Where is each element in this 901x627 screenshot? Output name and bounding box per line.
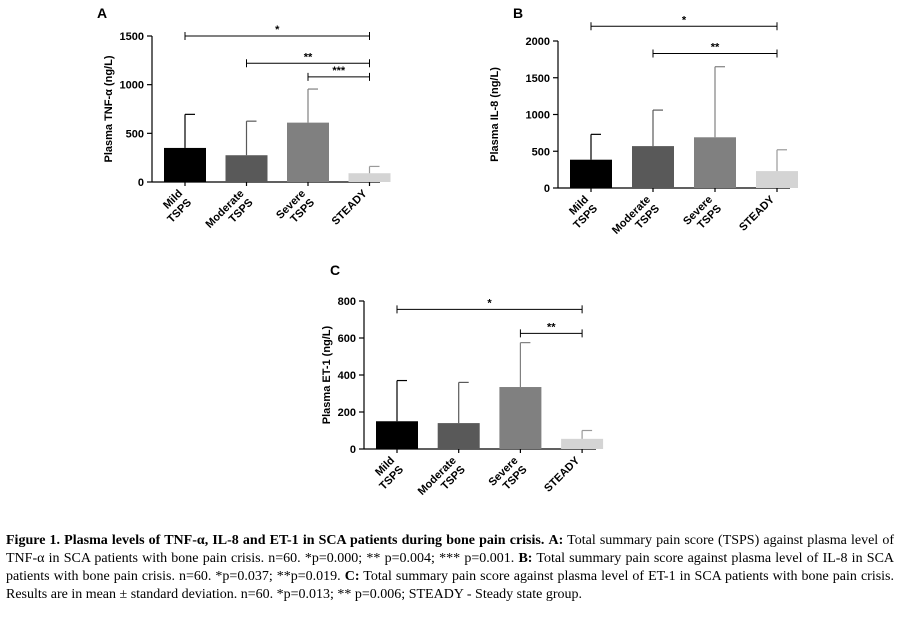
bar bbox=[376, 421, 418, 449]
y-tick-label: 200 bbox=[338, 407, 356, 419]
significance-label: * bbox=[487, 297, 492, 309]
y-axis-label: Plasma IL-8 (ng/L) bbox=[489, 67, 501, 162]
bar bbox=[694, 137, 736, 188]
significance-label: ** bbox=[711, 41, 720, 53]
y-tick-label: 1000 bbox=[526, 110, 550, 122]
y-tick-label: 600 bbox=[338, 333, 356, 345]
caption-b-text: Total summary pain score against plasma … bbox=[6, 551, 895, 584]
significance-label: ** bbox=[547, 321, 556, 333]
y-tick-label: 1500 bbox=[120, 31, 144, 43]
caption-a-label: A: bbox=[548, 533, 564, 548]
bar bbox=[499, 387, 542, 449]
x-tick-label: STEADY bbox=[542, 454, 583, 495]
panel-b-letter: B bbox=[513, 5, 523, 21]
y-tick-label: 0 bbox=[544, 183, 550, 195]
caption-c-label: C: bbox=[344, 569, 360, 584]
y-tick-label: 2000 bbox=[526, 36, 550, 48]
bar bbox=[225, 155, 268, 182]
bar bbox=[287, 122, 329, 182]
bar bbox=[570, 159, 612, 188]
caption-b-label: B: bbox=[518, 551, 533, 566]
y-tick-label: 0 bbox=[350, 444, 356, 456]
significance-label: *** bbox=[332, 65, 346, 77]
y-tick-label: 500 bbox=[126, 128, 144, 140]
bar bbox=[756, 171, 798, 188]
significance-label: ** bbox=[304, 51, 313, 63]
bar bbox=[164, 147, 206, 182]
y-tick-label: 800 bbox=[338, 296, 356, 308]
bar bbox=[348, 173, 391, 182]
y-tick-label: 1500 bbox=[526, 73, 550, 85]
y-tick-label: 1000 bbox=[120, 80, 144, 92]
caption-c-text: Total summary pain score against plasma … bbox=[6, 569, 894, 602]
caption-a-text: Total summary pain score (TSPS) against … bbox=[6, 533, 894, 566]
y-axis-label: Plasma TNF-α (ng/L) bbox=[103, 55, 115, 162]
y-axis-label: Plasma ET-1 (ng/L) bbox=[321, 325, 333, 424]
bar bbox=[561, 438, 604, 449]
bar bbox=[437, 423, 480, 449]
bar bbox=[632, 146, 674, 188]
panel-a-letter: A bbox=[97, 5, 107, 21]
y-tick-label: 0 bbox=[138, 177, 144, 189]
figure-caption: Figure 1. Plasma levels of TNF-α, IL-8 a… bbox=[6, 532, 894, 604]
panel-c-letter: C bbox=[330, 262, 340, 278]
y-tick-label: 500 bbox=[532, 146, 550, 158]
significance-label: * bbox=[275, 24, 280, 36]
significance-label: * bbox=[682, 14, 687, 26]
caption-title: Figure 1. Plasma levels of TNF-α, IL-8 a… bbox=[6, 533, 545, 548]
y-tick-label: 400 bbox=[338, 370, 356, 382]
